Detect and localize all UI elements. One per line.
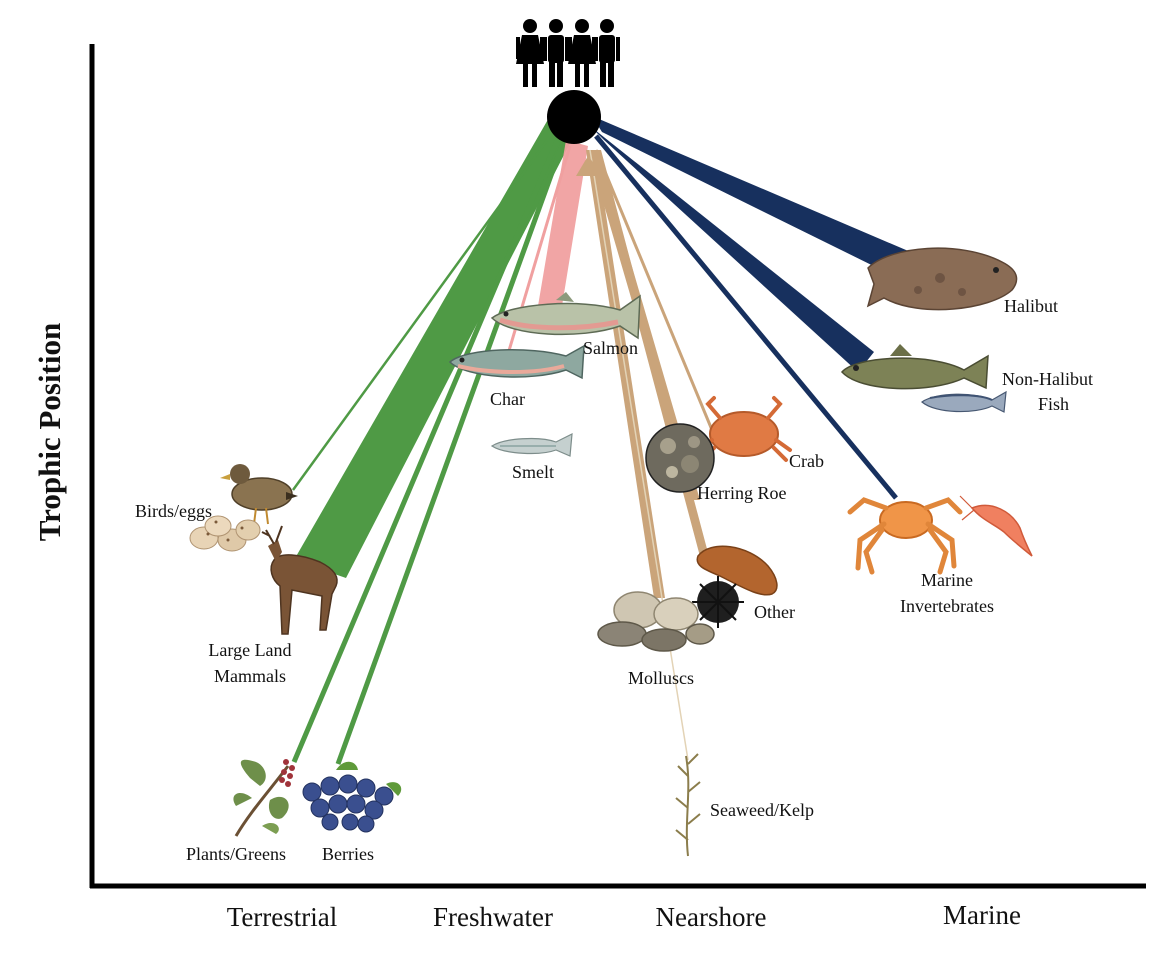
label-marine-invertebrates-line2: Invertebrates: [900, 596, 994, 616]
blueberries-icon: [302, 761, 402, 833]
label-non-halibut-fish-line1: Non-Halibut: [1002, 369, 1093, 389]
deer-icon: [261, 525, 338, 635]
king-crab-icon: [847, 497, 963, 575]
duck-icon: [220, 464, 298, 525]
label-marine-invertebrates-line1: Marine: [921, 570, 973, 590]
flow-berries: [335, 133, 569, 765]
flow-plants-greens: [291, 133, 563, 763]
sea-cucumber-icon: [696, 545, 778, 596]
flow-halibut: [592, 116, 920, 282]
node-labels: Halibut Non-Halibut Fish Marine Inverteb…: [135, 296, 1093, 864]
flow-marine-invertebrates: [594, 134, 898, 500]
label-other: Other: [754, 602, 795, 622]
habitat-label-marine: Marine: [943, 900, 1021, 930]
label-char: Char: [490, 389, 525, 409]
four-people-icon: [516, 19, 620, 87]
flow-seaweed: [589, 149, 689, 761]
label-seaweed-kelp: Seaweed/Kelp: [710, 800, 814, 820]
label-berries: Berries: [322, 844, 374, 864]
char-icon: [448, 344, 585, 380]
label-large-land-mammals-line1: Large Land: [208, 640, 291, 660]
label-molluscs: Molluscs: [628, 668, 694, 688]
label-large-land-mammals-line2: Mammals: [214, 666, 286, 686]
flow-salmon: [538, 140, 588, 306]
label-crab: Crab: [789, 451, 824, 471]
cod-icon: [840, 344, 989, 390]
sea-urchin-icon: [692, 576, 744, 628]
flatfish-icon: [866, 247, 1018, 311]
flows-marine: [590, 116, 920, 500]
crab-icon: [696, 396, 792, 462]
kelp-icon: [675, 753, 701, 857]
label-birds-eggs: Birds/eggs: [135, 501, 212, 521]
herring-roe-icon: [645, 423, 715, 493]
label-halibut: Halibut: [1004, 296, 1058, 316]
flow-crab: [594, 149, 714, 431]
plant-icon: [233, 759, 295, 837]
y-axis-title: Trophic Position: [32, 323, 67, 541]
label-herring-roe: Herring Roe: [697, 483, 786, 503]
herring-icon: [921, 390, 1007, 413]
flow-birds-eggs: [291, 127, 558, 491]
eggs-icon: [189, 515, 261, 552]
habitat-label-freshwater: Freshwater: [433, 902, 553, 932]
label-non-halibut-fish-line2: Fish: [1038, 394, 1069, 414]
clam-icon: [597, 591, 715, 652]
flow-large-land-mammals: [294, 116, 582, 578]
flows-terrestrial: [291, 116, 582, 765]
label-salmon: Salmon: [583, 338, 638, 358]
habitat-label-terrestrial: Terrestrial: [227, 902, 338, 932]
shrimp-icon: [959, 495, 1033, 557]
habitat-label-nearshore: Nearshore: [656, 902, 767, 932]
salmon-icon: [490, 292, 641, 340]
consumer-node: [547, 90, 601, 144]
label-plants-greens: Plants/Greens: [186, 844, 286, 864]
label-smelt: Smelt: [512, 462, 554, 482]
smelt-icon: [490, 432, 573, 457]
flow-nearshore-arrowhead: [576, 156, 604, 176]
flow-non-halibut-fish: [590, 126, 874, 372]
